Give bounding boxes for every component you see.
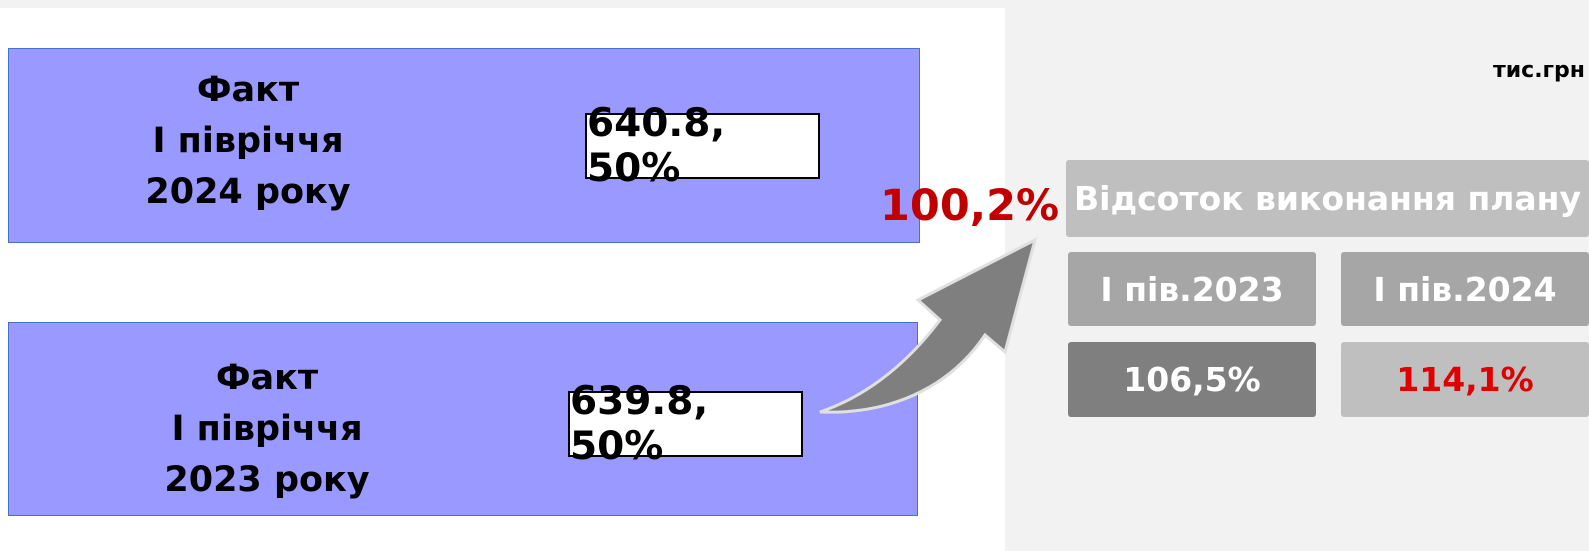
label-line: 2023 року — [164, 460, 370, 500]
label-line: Факт — [196, 70, 300, 110]
label-line: 2024 року — [145, 172, 351, 212]
growth: 100,2% — [880, 181, 1060, 231]
column-header: І пів.2023 — [1068, 252, 1316, 326]
table-header: Відсоток виконання плану — [1066, 160, 1589, 237]
table-value: 114,1% — [1341, 342, 1589, 417]
label-line: І півріччя — [171, 409, 363, 449]
fact-label: Факт І півріччя 2023 року — [107, 353, 427, 506]
table-value: 106,5% — [1068, 342, 1316, 417]
label-line: І півріччя — [152, 121, 344, 161]
unit: тис.грн — [1492, 58, 1585, 83]
arrow — [819, 237, 1038, 414]
column-header: І пів.2024 — [1341, 252, 1589, 326]
label-line: Факт — [215, 358, 319, 398]
fact-value: 639.8, 50% — [568, 379, 803, 469]
fact-label: Факт І півріччя 2024 року — [88, 65, 408, 218]
